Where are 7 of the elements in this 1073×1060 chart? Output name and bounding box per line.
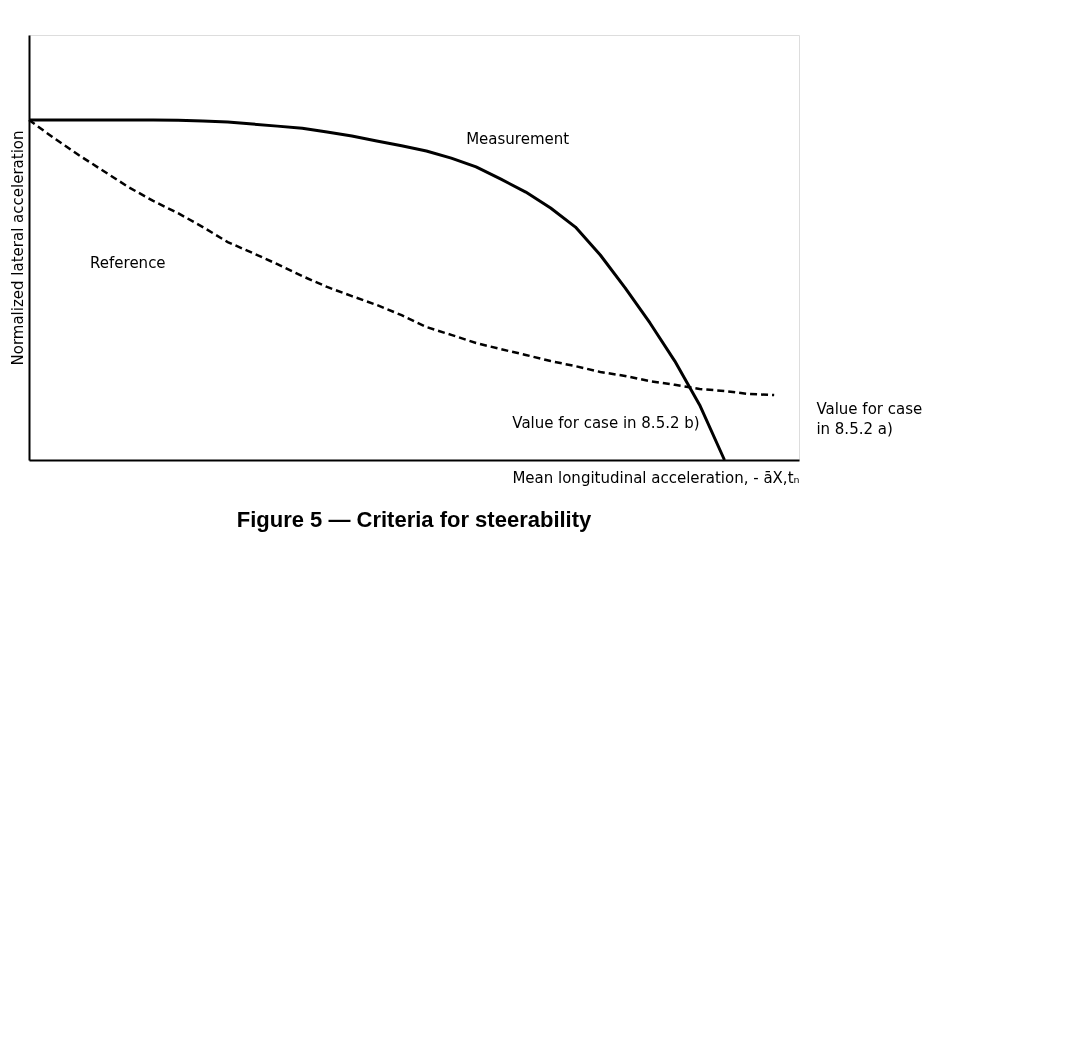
- text: Reference: [90, 254, 166, 272]
- text: Value for case in 8.5.2 a): [816, 400, 923, 439]
- text: Figure 5 — Criteria for steerability: [236, 507, 593, 532]
- annotation: Value for case in 8.5.2 b): [512, 413, 700, 432]
- series-label: Measurement: [466, 130, 570, 149]
- y-axis-title: Normalized lateral acceleration: [8, 130, 27, 366]
- x-axis-title: Mean longitudinal acceleration, - āX,tₙ: [512, 468, 800, 487]
